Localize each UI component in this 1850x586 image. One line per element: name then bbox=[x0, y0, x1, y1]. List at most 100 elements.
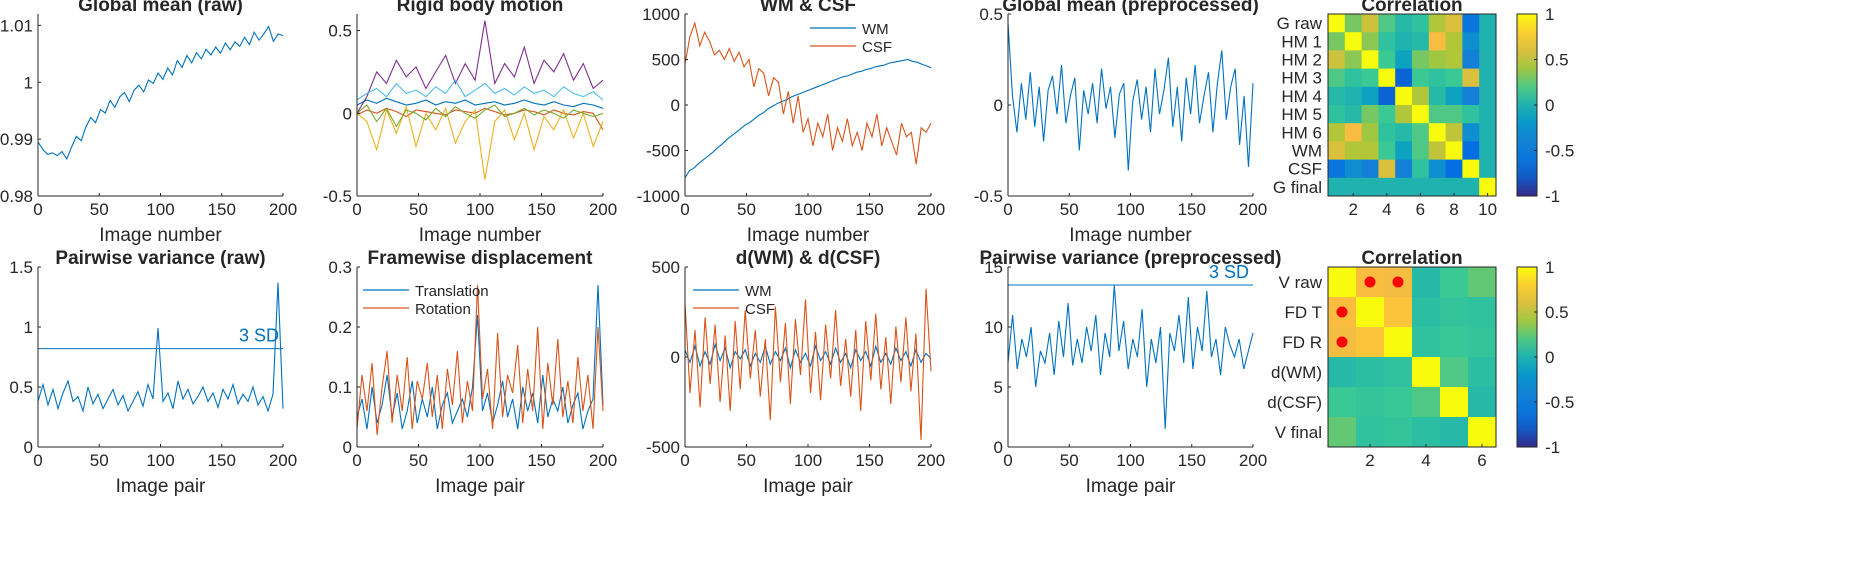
heatmap-cell bbox=[1384, 387, 1413, 418]
heatmap-cell bbox=[1395, 105, 1413, 124]
y-tick-label: d(WM) bbox=[1271, 363, 1322, 382]
heatmap-cell bbox=[1479, 86, 1497, 106]
x-tick-label: 0 bbox=[680, 451, 689, 470]
x-tick-label: 6 bbox=[1477, 451, 1486, 470]
legend-label: WM bbox=[862, 21, 889, 38]
x-tick-label: 100 bbox=[1116, 451, 1144, 470]
heatmap-cell bbox=[1468, 357, 1497, 388]
x-tick-label: 50 bbox=[1060, 200, 1079, 219]
series-line bbox=[1007, 23, 1254, 171]
heatmap-cell bbox=[1344, 123, 1363, 142]
heatmap-cell bbox=[1361, 14, 1379, 33]
heatmap-cell bbox=[1344, 105, 1363, 124]
heatmap-cell bbox=[1428, 177, 1447, 197]
heatmap-cell bbox=[1462, 14, 1480, 33]
y-tick-label: G final bbox=[1273, 178, 1322, 197]
heatmap-cell bbox=[1328, 417, 1357, 448]
y-tick-label: 10 bbox=[984, 318, 1003, 337]
heatmap-cell bbox=[1328, 50, 1346, 70]
heatmap-cell bbox=[1440, 327, 1469, 358]
heatmap-cell bbox=[1440, 267, 1469, 298]
heatmap-cell bbox=[1428, 50, 1447, 70]
heatmap-cell bbox=[1328, 123, 1346, 142]
x-tick-label: 2 bbox=[1348, 200, 1357, 219]
x-tick-label: 0 bbox=[33, 200, 42, 219]
heatmap-cell bbox=[1428, 14, 1447, 33]
x-tick-label: 100 bbox=[1116, 200, 1144, 219]
chart-title: Correlation bbox=[1361, 248, 1462, 269]
heatmap-cell bbox=[1462, 177, 1480, 197]
heatmap-cell bbox=[1428, 141, 1447, 161]
y-tick-label: -1000 bbox=[637, 187, 680, 206]
significance-marker bbox=[1336, 336, 1348, 348]
heatmap-cell bbox=[1479, 14, 1497, 33]
colorbar-tick-label: 0.5 bbox=[1545, 51, 1569, 70]
y-tick-label: 0.3 bbox=[328, 258, 352, 277]
y-tick-label: HM 2 bbox=[1281, 51, 1322, 70]
heatmap-cell bbox=[1356, 387, 1385, 418]
heatmap-cell bbox=[1344, 159, 1363, 179]
y-tick-label: 0.98 bbox=[0, 187, 33, 206]
y-tick-label: 0 bbox=[343, 104, 352, 123]
y-tick-label: HM 5 bbox=[1281, 105, 1322, 124]
heatmap-cell bbox=[1462, 141, 1480, 161]
x-tick-label: 4 bbox=[1421, 451, 1430, 470]
series-line bbox=[684, 58, 932, 179]
heatmap-cell bbox=[1328, 86, 1346, 106]
heatmap-cell bbox=[1462, 86, 1480, 106]
subplot-9: Correlation V raw FD T FD R d(WM) d(CSF) V fin… bbox=[1267, 248, 1574, 470]
heatmap-cell bbox=[1412, 50, 1430, 70]
subplot-5: Pairwise variance (raw) 3 SD 0 50 100 150 200 0… bbox=[9, 248, 297, 497]
colorbar-tick-label: -1 bbox=[1545, 438, 1560, 457]
colorbar-tick-label: -1 bbox=[1545, 187, 1560, 206]
y-tick-label: WM bbox=[1292, 142, 1322, 161]
heatmap-cell bbox=[1440, 417, 1469, 448]
heatmap-cell bbox=[1378, 50, 1396, 70]
legend-label: Translation bbox=[415, 283, 489, 300]
heatmap-cell bbox=[1344, 141, 1363, 161]
heatmap-cell bbox=[1328, 32, 1346, 51]
chart-title: WM & CSF bbox=[760, 0, 856, 16]
y-tick-label: HM 4 bbox=[1281, 87, 1322, 106]
y-tick-label: 0 bbox=[343, 438, 352, 457]
x-tick-label: 50 bbox=[737, 200, 756, 219]
heatmap-cell bbox=[1412, 105, 1430, 124]
heatmap-cell bbox=[1428, 123, 1447, 142]
x-tick-label: 10 bbox=[1478, 200, 1497, 219]
heatmap-cell bbox=[1378, 141, 1396, 161]
colorbar-tick-label: 1 bbox=[1545, 258, 1554, 277]
heatmap-cell bbox=[1412, 159, 1430, 179]
heatmap-cell bbox=[1395, 177, 1413, 197]
x-tick-label: 0 bbox=[352, 451, 361, 470]
heatmap-cell bbox=[1328, 177, 1346, 197]
heatmap-cell bbox=[1344, 32, 1363, 51]
significance-marker bbox=[1392, 276, 1404, 288]
y-tick-label: 0 bbox=[24, 438, 33, 457]
heatmap-cell bbox=[1328, 357, 1357, 388]
x-tick-label: 100 bbox=[794, 451, 822, 470]
series-line bbox=[1007, 284, 1254, 430]
series-line bbox=[356, 79, 604, 101]
series-line bbox=[684, 21, 932, 165]
x-tick-label: 200 bbox=[269, 451, 297, 470]
chart-title: Correlation bbox=[1361, 0, 1462, 16]
heatmap-cell bbox=[1344, 177, 1363, 197]
x-tick-label: 200 bbox=[1239, 200, 1267, 219]
colorbar bbox=[1517, 14, 1537, 196]
heatmap-cell bbox=[1412, 86, 1430, 106]
heatmap-cell bbox=[1412, 417, 1441, 448]
heatmap-cell bbox=[1395, 14, 1413, 33]
y-tick-label: -500 bbox=[646, 438, 680, 457]
series-line bbox=[356, 20, 604, 114]
y-tick-label: 1.5 bbox=[9, 258, 33, 277]
heatmap-cell bbox=[1356, 417, 1385, 448]
heatmap-cell bbox=[1468, 327, 1497, 358]
x-tick-label: 50 bbox=[409, 200, 428, 219]
heatmap-cell bbox=[1361, 105, 1379, 124]
heatmap-cell bbox=[1468, 267, 1497, 298]
heatmap-cell bbox=[1344, 14, 1363, 33]
heatmap-cell bbox=[1445, 123, 1463, 142]
y-tick-label: -0.5 bbox=[974, 187, 1003, 206]
